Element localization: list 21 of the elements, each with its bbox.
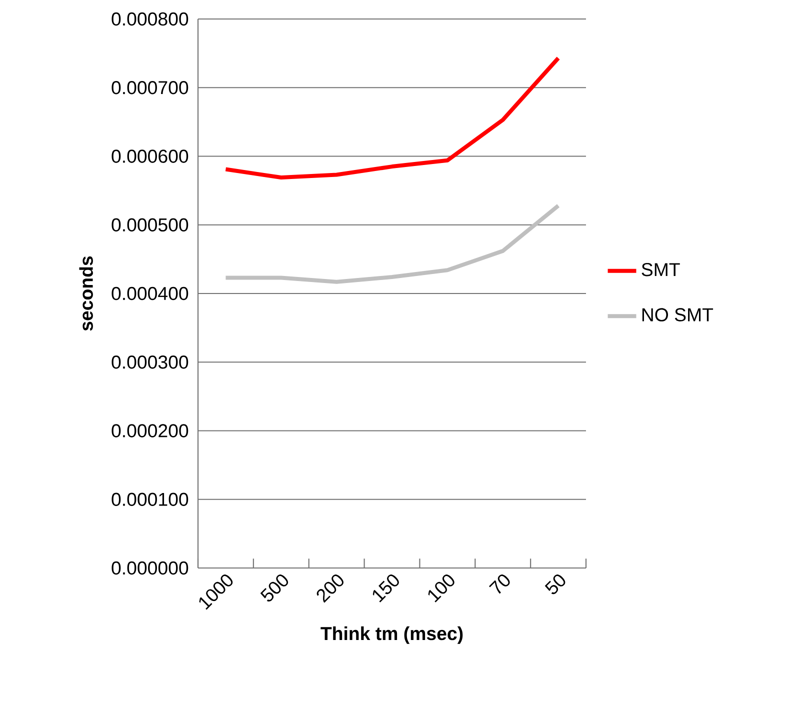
y-tick-label: 0.000400 (112, 286, 188, 300)
legend-label: SMT (642, 262, 680, 276)
y-tick-label: 0.000200 (112, 424, 188, 438)
y-axis-title: seconds (79, 256, 93, 331)
x-axis-title: Think tm (msec) (320, 626, 463, 644)
x-tick-label: 500 (260, 574, 288, 602)
x-tick-label: 200 (316, 574, 344, 603)
y-tick-label: 0.000500 (112, 218, 188, 232)
x-tick-label: 50 (544, 574, 566, 594)
x-tick-label: 150 (372, 574, 399, 602)
y-tick-label: 0.000100 (112, 492, 188, 506)
x-tick-label: 70 (489, 574, 510, 594)
y-tick-label: 0.000700 (112, 81, 188, 94)
y-tick-label: 0.000000 (112, 561, 188, 575)
x-tick-label: 100 (428, 574, 454, 602)
y-tick-label: 0.000800 (112, 12, 188, 26)
line-series (224, 56, 560, 180)
legend-label: NO SMT (642, 308, 714, 322)
y-tick-label: 0.000600 (112, 150, 188, 163)
y-tick-label: 0.000300 (112, 355, 188, 369)
line-series (224, 204, 560, 284)
